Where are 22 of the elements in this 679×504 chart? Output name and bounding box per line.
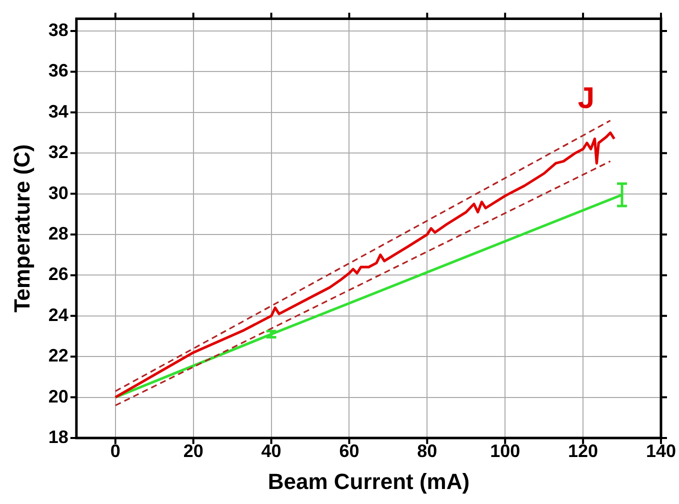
y-tick-label: 28 <box>48 223 68 244</box>
series-label: J <box>578 82 595 116</box>
y-tick-label: 24 <box>48 304 68 325</box>
y-tick-label: 18 <box>48 426 68 447</box>
y-tick-label: 34 <box>48 101 68 122</box>
y-tick-label: 20 <box>48 386 68 406</box>
y-tick-label: 22 <box>48 346 68 366</box>
y-tick-label: 36 <box>48 60 68 81</box>
x-tick-label: 60 <box>339 440 360 461</box>
y-axis-title: Temperature (C) <box>9 144 34 313</box>
y-tick-label: 38 <box>48 20 68 40</box>
x-tick-label: 0 <box>110 440 120 461</box>
x-tick-label: 120 <box>568 440 598 461</box>
x-tick-label: 20 <box>183 440 204 461</box>
x-axis-title: Beam Current (mA) <box>268 468 470 494</box>
y-tick-label: 32 <box>48 142 68 162</box>
x-tick-label: 140 <box>646 440 676 461</box>
y-tick-label: 30 <box>48 182 68 203</box>
x-tick-label: 80 <box>417 440 438 461</box>
x-tick-label: 40 <box>261 440 282 461</box>
y-tick-label: 26 <box>48 264 68 284</box>
x-tick-label: 100 <box>490 440 520 461</box>
